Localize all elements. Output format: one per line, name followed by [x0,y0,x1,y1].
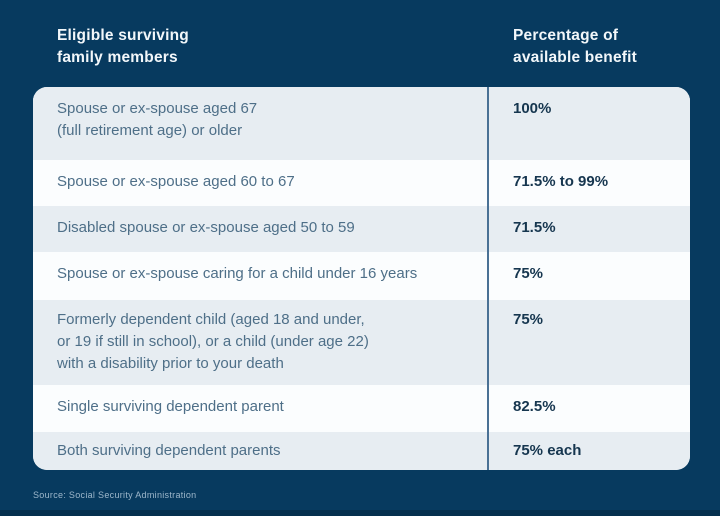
column-header-members: Eligible surviving family members [57,27,189,66]
member-cell: Spouse or ex-spouse caring for a child u… [57,265,418,282]
benefits-table: Spouse or ex-spouse aged 67 (full retire… [33,87,690,470]
benefit-cell: 100% [487,87,690,160]
benefit-cell: 82.5% [487,385,690,432]
member-cell: Spouse or ex-spouse aged 60 to 67 [57,173,295,190]
member-cell: Single surviving dependent parent [57,398,284,415]
member-cell: Formerly dependent child (aged 18 and un… [57,311,369,372]
benefit-cell: 75% [487,300,690,385]
table-row: Formerly dependent child (aged 18 and un… [33,300,690,385]
benefit-cell: 71.5% [487,206,690,252]
table-row: Single surviving dependent parent 82.5% [33,385,690,432]
bottom-edge-shadow [0,510,720,516]
benefit-cell: 75% each [487,432,690,470]
table-row: Disabled spouse or ex-spouse aged 50 to … [33,206,690,252]
benefit-cell: 71.5% to 99% [487,160,690,206]
member-cell: Disabled spouse or ex-spouse aged 50 to … [57,219,355,236]
table-row: Spouse or ex-spouse aged 60 to 67 71.5% … [33,160,690,206]
table-row: Spouse or ex-spouse caring for a child u… [33,252,690,300]
table-row: Both surviving dependent parents 75% eac… [33,432,690,470]
source-attribution: Source: Social Security Administration [33,490,197,500]
benefit-cell: 75% [487,252,690,300]
member-cell: Both surviving dependent parents [57,442,281,459]
column-header-benefit: Percentage of available benefit [513,27,638,66]
member-cell: Spouse or ex-spouse aged 67 (full retire… [57,100,258,139]
table-row: Spouse or ex-spouse aged 67 (full retire… [33,87,690,160]
